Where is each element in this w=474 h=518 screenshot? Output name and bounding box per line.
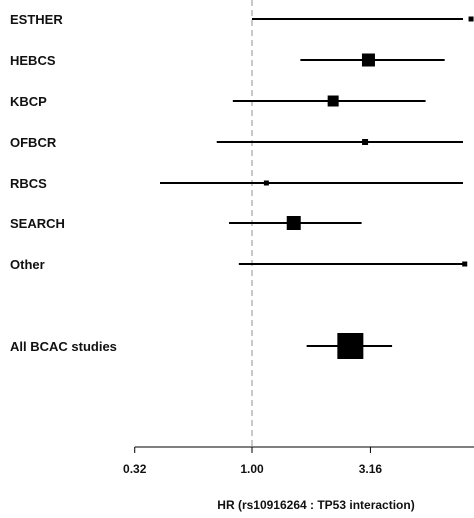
study-label: All BCAC studies (10, 339, 117, 354)
point-estimate (362, 139, 369, 145)
x-tick-label: 3.16 (359, 462, 383, 476)
study-label: KBCP (10, 94, 47, 109)
study-label: OFBCR (10, 135, 57, 150)
point-estimate (361, 53, 375, 67)
study-label: SEARCH (10, 216, 65, 231)
study-row: KBCP (10, 94, 426, 109)
point-estimate (327, 95, 339, 107)
point-estimate (263, 180, 269, 186)
point-estimate (468, 16, 474, 22)
study-row: ESTHER (10, 12, 474, 27)
point-estimate (337, 333, 364, 359)
x-tick-label: 0.32 (123, 462, 147, 476)
study-label: HEBCS (10, 53, 56, 68)
study-row: All BCAC studies (10, 333, 393, 359)
study-label: Other (10, 257, 45, 272)
x-tick-label: 1.00 (240, 462, 264, 476)
study-label: ESTHER (10, 12, 63, 27)
study-row: RBCS (10, 176, 463, 191)
x-axis-title: HR (rs10916264 : TP53 interaction) (217, 498, 414, 512)
point-estimate (462, 261, 468, 267)
study-row: SEARCH (10, 216, 362, 231)
x-axis: 0.321.003.1610.0031.62 (123, 446, 474, 476)
point-estimate (286, 216, 301, 230)
study-label: RBCS (10, 176, 47, 191)
study-row: Other (10, 257, 468, 272)
study-row: OFBCR (10, 135, 463, 150)
study-rows: ESTHER HEBCS KBCP OFBCR RBCS SEARCH Other All B… (10, 12, 474, 359)
study-row: HEBCS (10, 53, 445, 68)
